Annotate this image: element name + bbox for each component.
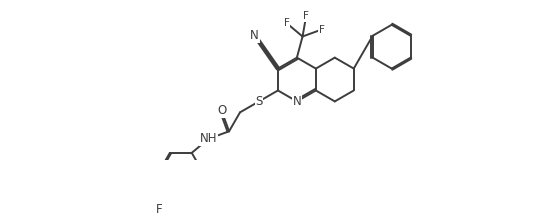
Text: NH: NH: [200, 132, 217, 145]
Text: F: F: [156, 203, 162, 216]
Text: O: O: [217, 104, 226, 117]
Text: N: N: [250, 29, 259, 42]
Text: S: S: [255, 95, 263, 108]
Text: F: F: [319, 25, 324, 35]
Text: N: N: [293, 95, 301, 108]
Text: F: F: [284, 18, 290, 28]
Text: F: F: [303, 11, 309, 21]
